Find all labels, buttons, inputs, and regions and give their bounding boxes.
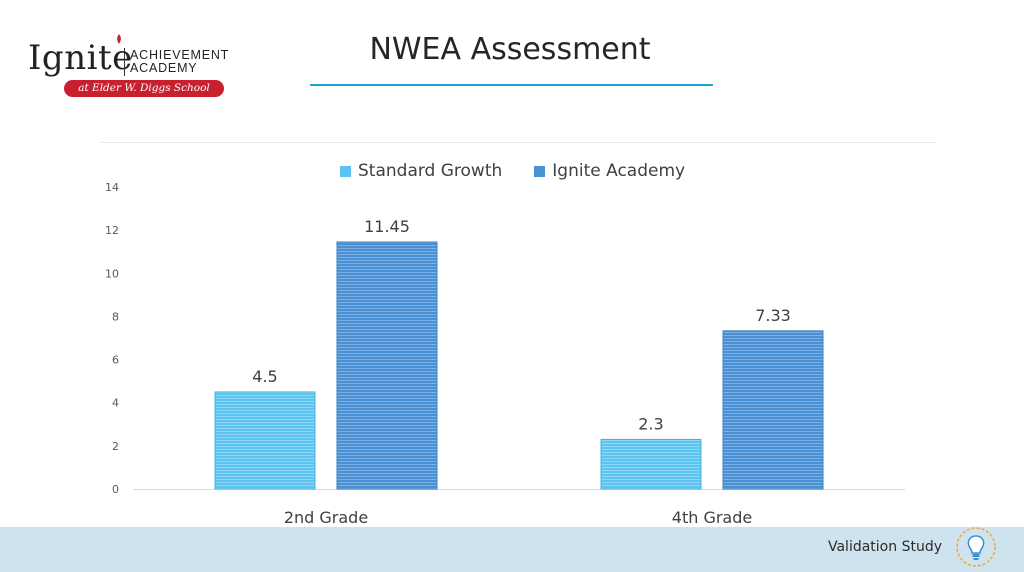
legend-swatch-standard — [340, 165, 351, 177]
slide-title: NWEA Assessment — [369, 32, 651, 67]
y-tick-label: 0 — [112, 483, 119, 496]
footer-text: Validation Study — [827, 539, 942, 555]
bar-standard-4th — [600, 438, 702, 490]
y-tick-label: 10 — [105, 267, 119, 280]
logo-line1: ACHIEVEMENT — [130, 48, 230, 62]
title-underline — [310, 84, 713, 86]
torch-icon — [117, 34, 121, 44]
bar-ignite-4th — [722, 330, 824, 490]
y-tick-label: 2 — [112, 440, 119, 453]
legend-label-standard: Standard Growth — [358, 161, 503, 181]
lightbulb-icon — [956, 527, 996, 567]
logo-subtitle: ACHIEVEMENT ACADEMY — [130, 49, 229, 75]
y-tick-label: 4 — [112, 397, 119, 410]
chart-legend: Standard Growth Ignite Academy — [340, 160, 685, 182]
data-label-ignite-4th: 7.33 — [755, 306, 791, 325]
logo-line2: ACADEMY — [130, 61, 198, 75]
y-tick-label: 6 — [112, 354, 119, 367]
footer-bar: Validation Study — [0, 527, 1024, 572]
school-logo: Ignite ACHIEVEMENT ACADEMY at Elder W. D… — [28, 34, 243, 102]
legend-item-ignite: Ignite Academy — [534, 161, 685, 181]
x-category-label: 2nd Grade — [284, 508, 368, 527]
legend-label-ignite: Ignite Academy — [552, 161, 686, 181]
y-tick-label: 12 — [105, 224, 119, 237]
logo-divider — [124, 48, 125, 76]
data-label-ignite-2nd: 11.45 — [364, 217, 410, 236]
y-tick-label: 8 — [112, 310, 119, 323]
legend-item-standard: Standard Growth — [340, 161, 502, 181]
data-label-standard-2nd: 4.5 — [252, 367, 277, 386]
legend-swatch-ignite — [534, 165, 546, 177]
y-tick-label: 14 — [105, 181, 119, 194]
logo-brand: Ignite — [28, 38, 133, 78]
data-label-standard-4th: 2.3 — [638, 414, 663, 433]
bar-standard-2nd — [214, 391, 316, 490]
bar-ignite-2nd — [336, 241, 438, 490]
logo-badge: at Elder W. Diggs School — [64, 80, 224, 97]
chart-top-border — [100, 142, 936, 143]
x-category-label: 4th Grade — [672, 508, 752, 527]
